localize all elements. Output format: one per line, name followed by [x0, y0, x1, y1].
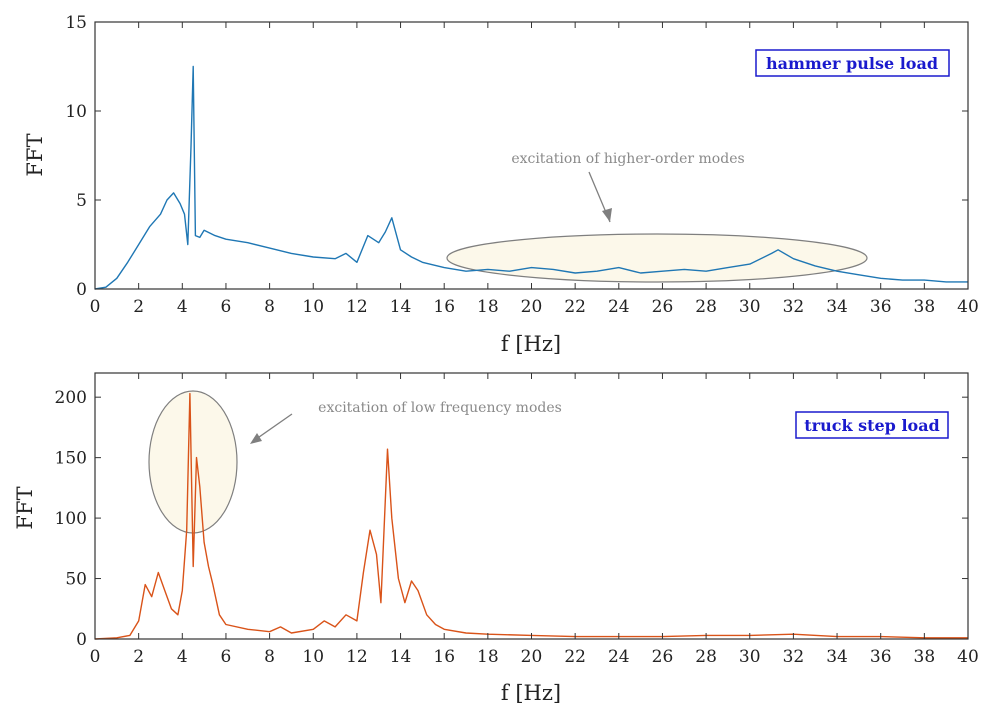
top-xtick-label: 28 — [695, 297, 717, 317]
bottom-xtick-label: 12 — [346, 647, 368, 667]
bottom-ytick-label: 100 — [55, 509, 87, 529]
top-xtick-label: 4 — [177, 297, 188, 317]
top-xtick-label: 0 — [90, 297, 101, 317]
top-ytick-label: 15 — [65, 13, 87, 33]
bottom-xtick-label: 8 — [264, 647, 275, 667]
top-xtick-label: 16 — [433, 297, 455, 317]
bottom-xlabel: f [Hz] — [501, 681, 561, 705]
bottom-xtick-label: 2 — [133, 647, 144, 667]
top-xtick-label: 14 — [390, 297, 412, 317]
bottom-xtick-label: 0 — [90, 647, 101, 667]
bottom-ticks: 0 2 4 6 8 10 12 14 16 18 20 22 24 26 28 30 32 34 36 38 40050… — [55, 373, 979, 667]
top-xtick-label: 30 — [739, 297, 761, 317]
bottom-xtick-label: 24 — [608, 647, 630, 667]
bottom-ytick-label: 50 — [65, 570, 87, 590]
top-xtick-label: 10 — [302, 297, 324, 317]
top-xtick-label: 34 — [826, 297, 848, 317]
top-xtick-label: 38 — [914, 297, 936, 317]
bottom-xtick-label: 30 — [739, 647, 761, 667]
bottom-xtick-label: 10 — [302, 647, 324, 667]
top-legend-label: hammer pulse load — [766, 54, 938, 73]
bottom-xtick-label: 18 — [477, 647, 499, 667]
bottom-ytick-label: 200 — [55, 388, 87, 408]
top-ticks: 0 2 4 6 8 10 12 14 16 18 20 22 24 26 28 30 32 34 36 38 40051… — [65, 13, 978, 317]
bottom-series-line — [94, 392, 968, 640]
bottom-annotation: excitation of low frequency modes — [148, 390, 562, 534]
top-xtick-label: 18 — [477, 297, 499, 317]
top-ytick-label: 10 — [65, 102, 87, 122]
top-xtick-label: 12 — [346, 297, 368, 317]
bottom-xtick-label: 40 — [957, 647, 979, 667]
bottom-xtick-label: 20 — [521, 647, 543, 667]
top-xtick-label: 22 — [564, 297, 586, 317]
bottom-xtick-label: 16 — [433, 647, 455, 667]
top-ytick-label: 5 — [76, 191, 87, 211]
top-xtick-label: 8 — [264, 297, 275, 317]
top-xtick-label: 32 — [783, 297, 805, 317]
top-xtick-label: 36 — [870, 297, 892, 317]
top-series-line-group — [94, 65, 968, 290]
bottom-legend-box — [795, 411, 949, 439]
bottom-ylabel: FFT — [13, 486, 37, 529]
bottom-xtick-label: 38 — [914, 647, 936, 667]
higher-order-modes-ellipse — [446, 233, 868, 283]
bottom-xtick-label: 26 — [652, 647, 674, 667]
top-ytick-label: 0 — [76, 280, 87, 300]
bottom-xtick-label: 4 — [177, 647, 188, 667]
top-xtick-label: 24 — [608, 297, 630, 317]
chart-top: excitation of higher-order modes 0 2 4 6 8 10… — [23, 13, 979, 356]
bottom-legend-label: truck step load — [804, 416, 940, 435]
top-xtick-label: 26 — [652, 297, 674, 317]
low-frequency-arrowhead — [250, 433, 262, 444]
top-xlabel: f [Hz] — [501, 332, 561, 356]
top-xtick-label: 20 — [521, 297, 543, 317]
bottom-xtick-label: 36 — [870, 647, 892, 667]
top-legend-box — [755, 49, 950, 77]
bottom-xtick-label: 6 — [221, 647, 232, 667]
top-series-line — [94, 65, 968, 290]
higher-order-arrowhead — [602, 208, 612, 222]
top-xtick-label: 6 — [221, 297, 232, 317]
top-ylabel: FFT — [23, 133, 47, 176]
top-annotation: excitation of higher-order modes — [446, 151, 868, 283]
top-xtick-label: 40 — [957, 297, 979, 317]
bottom-xtick-label: 32 — [783, 647, 805, 667]
bottom-xtick-label: 14 — [390, 647, 412, 667]
low-frequency-modes-ellipse — [148, 390, 238, 534]
bottom-ytick-label: 150 — [55, 449, 87, 469]
higher-order-annotation: excitation of higher-order modes — [511, 151, 744, 167]
top-xtick-label: 2 — [133, 297, 144, 317]
bottom-ytick-label: 0 — [76, 630, 87, 650]
bottom-xtick-label: 22 — [564, 647, 586, 667]
bottom-series-line-group — [94, 392, 968, 640]
low-frequency-annotation: excitation of low frequency modes — [318, 400, 562, 416]
bottom-xtick-label: 28 — [695, 647, 717, 667]
bottom-xtick-label: 34 — [826, 647, 848, 667]
